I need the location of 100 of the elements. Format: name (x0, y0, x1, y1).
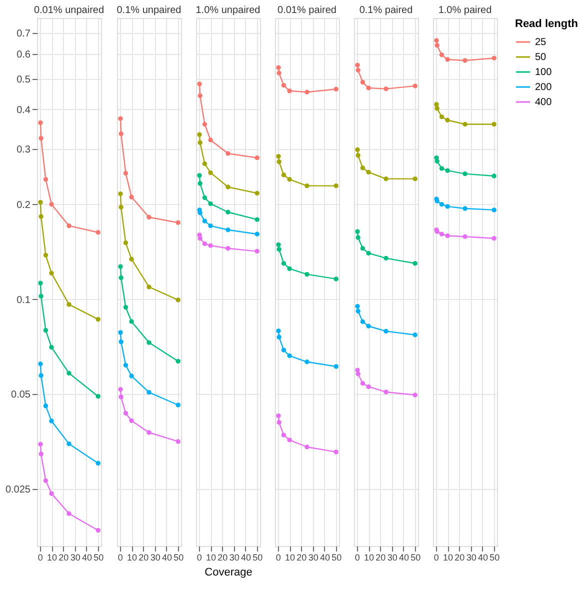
point (254, 248, 260, 254)
point (334, 364, 338, 369)
point (276, 65, 281, 70)
point (276, 70, 282, 76)
y-tick-label: 0.5 (16, 74, 31, 86)
point (197, 132, 202, 137)
point (226, 151, 230, 156)
point (304, 444, 310, 450)
point (129, 374, 134, 378)
point (176, 402, 180, 408)
x-tick-label: 50 (174, 552, 184, 562)
chart-title: 0.1% paired (359, 5, 413, 16)
x-tick-label: 40 (398, 552, 409, 562)
point (334, 86, 338, 92)
point (492, 208, 496, 212)
point (276, 413, 281, 418)
legend-label: 200 (535, 82, 552, 93)
x-tick-label: 50 (332, 552, 342, 562)
point (129, 194, 134, 200)
x-tick-label: 30 (150, 552, 160, 562)
point (287, 177, 292, 182)
point (281, 348, 286, 352)
point (123, 362, 128, 368)
point (38, 373, 44, 378)
point (208, 243, 213, 248)
point (384, 328, 388, 334)
point (412, 261, 418, 266)
point (276, 159, 282, 164)
point (197, 173, 202, 178)
point (208, 201, 213, 206)
point (281, 261, 286, 266)
point (366, 250, 371, 256)
point (434, 106, 440, 111)
point (146, 284, 152, 290)
x-tick-label: 10 (285, 552, 296, 562)
legend-label: 400 (535, 97, 552, 108)
point (118, 264, 123, 269)
point (226, 184, 230, 190)
x-tick-label: 50 (410, 552, 421, 562)
point (445, 168, 450, 173)
point (281, 172, 286, 178)
point (49, 202, 54, 207)
point (366, 86, 371, 90)
legend-label: 25 (535, 37, 547, 48)
legend-label: 50 (535, 52, 547, 63)
point (254, 217, 260, 222)
x-tick-label: 0 (118, 552, 123, 562)
point (66, 223, 72, 228)
point (43, 177, 48, 182)
x-tick-label: 0 (276, 552, 281, 562)
point (176, 220, 180, 225)
x-tick-label: 40 (82, 552, 92, 562)
y-tick-label: 0.05 (11, 390, 31, 401)
point (123, 304, 128, 310)
point (43, 252, 48, 258)
legend-title: Read length (515, 18, 578, 30)
point (356, 372, 360, 376)
point (49, 491, 54, 496)
x-axis-title: Coverage (204, 566, 252, 578)
point (276, 154, 281, 159)
point (38, 442, 43, 447)
x-tick-label: 0 (434, 552, 439, 562)
point (276, 334, 282, 340)
point (129, 418, 134, 424)
point (439, 166, 444, 171)
point (304, 183, 310, 188)
point (360, 319, 366, 324)
point (49, 418, 54, 424)
x-tick-label: 10 (47, 552, 58, 562)
point (304, 90, 310, 94)
point (287, 88, 292, 94)
point (366, 170, 371, 175)
point (412, 176, 418, 182)
point (434, 158, 440, 164)
point (434, 38, 439, 43)
point (208, 138, 213, 142)
x-tick-label: 20 (138, 552, 149, 562)
point (226, 210, 230, 214)
point (202, 161, 208, 166)
point (176, 298, 180, 302)
y-tick-label: 0.6 (16, 49, 31, 60)
point (276, 242, 281, 248)
point (146, 390, 152, 395)
point (43, 328, 48, 333)
x-tick-label: 30 (387, 552, 398, 562)
point (445, 57, 450, 62)
point (226, 246, 230, 251)
y-tick-label: 0.7 (16, 28, 31, 40)
x-tick-label: 30 (308, 552, 318, 562)
x-tick-label: 20 (218, 552, 228, 562)
point (366, 384, 371, 390)
point (384, 176, 388, 182)
point (66, 511, 72, 516)
point (462, 206, 468, 211)
point (462, 234, 468, 239)
x-tick-label: 30 (70, 552, 80, 562)
point (146, 214, 152, 220)
point (439, 202, 444, 207)
point (492, 56, 496, 60)
point (66, 441, 72, 446)
